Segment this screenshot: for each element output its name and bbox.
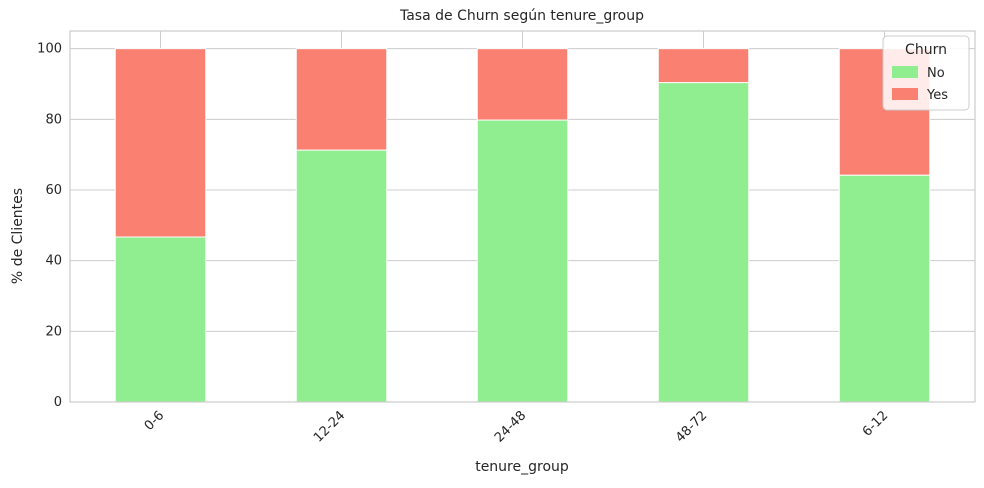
chart-title: Tasa de Churn según tenure_group: [399, 8, 644, 24]
legend-swatch-yes: [892, 88, 918, 100]
legend-label-yes: Yes: [926, 88, 948, 103]
y-tick-label: 80: [45, 112, 62, 127]
plot-area-frame: [69, 30, 976, 403]
x-tick-label: 48-72: [673, 408, 710, 445]
legend-swatch-no: [892, 66, 918, 78]
legend-entries: No Yes: [892, 66, 948, 103]
y-tick-label: 60: [45, 183, 62, 198]
x-tick-label: 0-6: [142, 408, 168, 434]
bar-yes-48-72: [657, 48, 750, 84]
x-tick-label: 6-12: [860, 408, 891, 439]
y-tick-label: 0: [54, 395, 62, 410]
legend-label-no: No: [927, 66, 945, 81]
bar-no-0-6: [114, 236, 207, 403]
y-axis-label: % de Clientes: [10, 188, 26, 284]
y-tick-label: 20: [45, 324, 62, 339]
bar-no-6-12: [838, 174, 931, 403]
legend-title: Churn: [905, 42, 947, 58]
bar-yes-12-24: [295, 48, 388, 151]
y-axis-ticks: 0 20 40 60 80 100: [37, 42, 62, 410]
bar-no-12-24: [295, 149, 388, 403]
x-axis-label: tenure_group: [475, 459, 569, 475]
legend: Churn No Yes: [882, 35, 970, 111]
x-axis-ticks: 0-6 12-24 24-48 48-72 6-12: [142, 408, 892, 445]
bar-no-24-48: [476, 119, 569, 403]
bar-yes-24-48: [476, 48, 569, 121]
x-tick-label: 24-48: [492, 408, 529, 445]
bar-no-48-72: [657, 82, 750, 403]
x-tick-label: 12-24: [311, 408, 348, 445]
bar-yes-0-6: [114, 48, 207, 238]
y-tick-label: 40: [45, 254, 62, 269]
bars: [114, 48, 931, 403]
y-tick-label: 100: [37, 42, 62, 57]
